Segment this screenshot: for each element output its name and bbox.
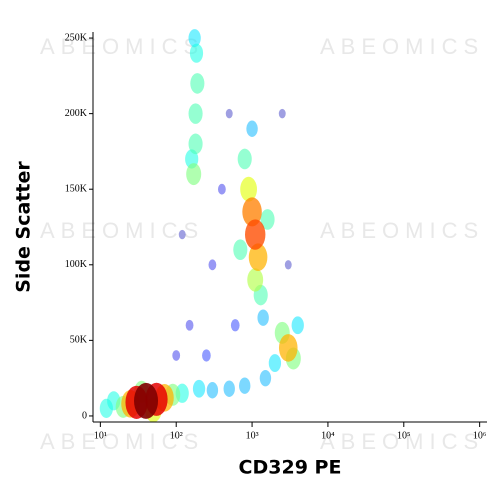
point — [245, 219, 266, 250]
point — [278, 334, 298, 362]
y-tick-label: 200K — [65, 108, 88, 119]
x-tick-label: 10⁶ — [473, 430, 487, 441]
point — [240, 176, 257, 202]
y-axis-title: Side Scatter — [13, 161, 35, 293]
watermark: ABEOMICS — [40, 218, 204, 243]
point — [192, 379, 206, 398]
point — [189, 43, 204, 63]
point — [190, 73, 205, 94]
point — [259, 369, 272, 387]
y-tick-label: 250K — [65, 32, 88, 43]
points — [99, 29, 304, 423]
point — [268, 354, 282, 372]
point — [246, 120, 258, 137]
watermark: ABEOMICS — [320, 429, 484, 454]
point — [257, 309, 269, 326]
point — [188, 29, 201, 47]
watermark: ABEOMICS — [320, 218, 484, 243]
point — [239, 377, 251, 394]
point — [230, 319, 240, 332]
x-axis-title: CD329 PE — [239, 457, 342, 479]
point — [99, 398, 113, 418]
point — [178, 229, 186, 240]
point — [284, 260, 292, 270]
y-tick-label: 150K — [65, 184, 88, 195]
x-tick-label: 10⁵ — [397, 430, 411, 441]
point — [237, 148, 252, 170]
point — [188, 103, 203, 124]
y-tick-label: 50K — [70, 335, 88, 346]
point — [248, 243, 268, 272]
watermark: ABEOMICS — [40, 429, 204, 454]
y-tick-label: 0 — [82, 410, 87, 421]
point — [188, 133, 203, 155]
y-tick-label: 100K — [65, 259, 88, 270]
point — [172, 350, 181, 361]
point — [206, 382, 219, 399]
x-tick-label: 10³ — [246, 430, 259, 441]
point — [225, 108, 233, 119]
point — [233, 239, 248, 260]
point — [247, 268, 264, 292]
point — [185, 319, 194, 331]
point — [278, 108, 286, 119]
point — [208, 259, 217, 271]
point — [223, 380, 235, 397]
point — [134, 382, 159, 419]
x-tick-label: 10² — [170, 430, 183, 441]
watermark: ABEOMICS — [40, 34, 204, 59]
point — [217, 183, 226, 195]
point — [202, 349, 211, 362]
point — [291, 316, 304, 335]
x-tick-label: 10⁴ — [321, 430, 335, 441]
point — [260, 209, 275, 230]
x-tick-label: 10¹ — [94, 430, 107, 441]
watermark: ABEOMICS — [320, 34, 484, 59]
point — [186, 163, 202, 186]
point — [242, 197, 262, 227]
